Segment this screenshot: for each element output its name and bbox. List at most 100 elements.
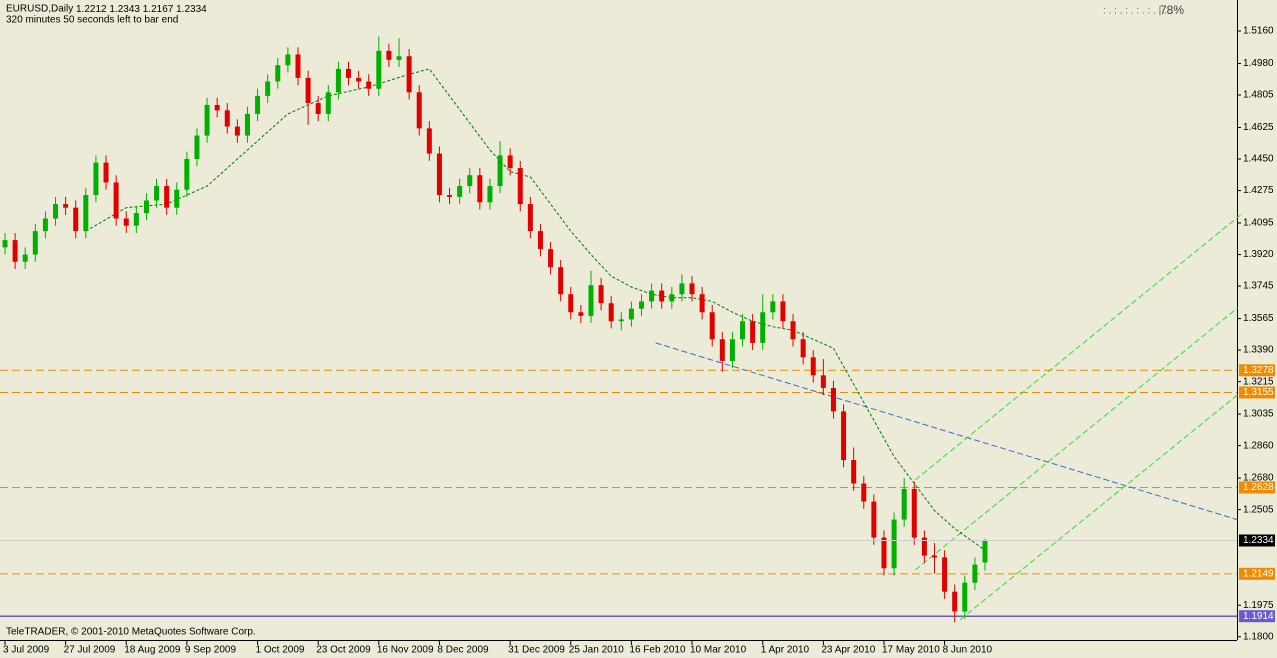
x-tick-label: 16 Nov 2009 bbox=[377, 645, 434, 656]
trendline bbox=[914, 214, 1241, 481]
level-tag bbox=[1239, 481, 1275, 494]
candle-body bbox=[830, 387, 836, 412]
candle-body bbox=[719, 339, 725, 361]
level-tag bbox=[1239, 364, 1275, 377]
candle-body bbox=[901, 488, 907, 520]
x-tick-label: 9 Sep 2009 bbox=[185, 645, 237, 656]
candle-body bbox=[194, 135, 200, 160]
strength: 78% bbox=[1160, 3, 1184, 17]
x-tick-label: 1 Oct 2009 bbox=[256, 645, 305, 656]
candle-body bbox=[689, 283, 695, 295]
x-tick-label: 16 Feb 2010 bbox=[629, 645, 686, 656]
candle-body bbox=[315, 103, 321, 114]
y-tick-label: 1.4980 bbox=[1243, 58, 1274, 69]
candle-body bbox=[174, 189, 180, 208]
candle-body bbox=[93, 162, 99, 196]
x-tick-label: 31 Dec 2009 bbox=[508, 645, 565, 656]
trendline bbox=[655, 342, 1238, 521]
candle-body bbox=[2, 240, 8, 248]
candle-body bbox=[335, 68, 341, 93]
candle-body bbox=[113, 182, 119, 219]
y-tick-label: 1.4095 bbox=[1243, 218, 1274, 229]
candle-body bbox=[558, 267, 564, 295]
candle-body bbox=[972, 564, 978, 583]
candle-body bbox=[123, 218, 129, 226]
candle-body bbox=[265, 81, 271, 96]
y-tick-label: 1.4450 bbox=[1243, 154, 1274, 165]
candle-body bbox=[800, 339, 806, 358]
x-tick-label: 8 Jun 2010 bbox=[943, 645, 993, 656]
candle-body bbox=[851, 460, 857, 484]
y-tick-label: 1.3390 bbox=[1243, 345, 1274, 356]
candle-body bbox=[709, 312, 715, 340]
candle-body bbox=[214, 104, 220, 111]
candle-body bbox=[255, 95, 261, 114]
candle-body bbox=[73, 207, 79, 232]
candle-body bbox=[83, 195, 89, 232]
ohlc-values: 1.2212 1.2343 1.2167 1.2334 bbox=[76, 4, 207, 15]
y-tick-label: 1.3745 bbox=[1243, 281, 1274, 292]
level-label: 1.1914 bbox=[1243, 611, 1274, 622]
x-tick-label: 1 Apr 2010 bbox=[761, 645, 810, 656]
candle-body bbox=[517, 168, 523, 205]
candle-body bbox=[760, 312, 766, 343]
ohlc-value: 1.2334 bbox=[176, 4, 207, 15]
candle-body bbox=[911, 488, 917, 538]
candle-body bbox=[346, 68, 352, 78]
x-tick-label: 3 Jul 2009 bbox=[3, 645, 50, 656]
candle-body bbox=[447, 195, 453, 197]
candle-body bbox=[578, 312, 584, 316]
y-tick-label: 1.5160 bbox=[1243, 26, 1274, 37]
candle-body bbox=[22, 254, 28, 262]
candle-body bbox=[497, 155, 503, 187]
candle-body bbox=[275, 65, 281, 82]
x-tick-label: 27 Jul 2009 bbox=[64, 645, 116, 656]
y-tick-label: 1.2505 bbox=[1243, 504, 1274, 515]
candle-body bbox=[103, 162, 109, 183]
candle-body bbox=[457, 186, 463, 197]
candle-body bbox=[32, 231, 38, 255]
candle-body bbox=[952, 591, 958, 612]
y-tick-label: 1.3215 bbox=[1243, 376, 1274, 387]
candle-body bbox=[376, 50, 382, 89]
ohlc-value: 1.2343 bbox=[109, 4, 140, 15]
candle-body bbox=[861, 483, 867, 502]
price-tag bbox=[1239, 534, 1275, 547]
candle-body bbox=[12, 240, 18, 262]
candle-body bbox=[295, 54, 301, 78]
candle-body bbox=[154, 186, 160, 201]
candle-body bbox=[770, 301, 776, 313]
candle-body bbox=[871, 501, 877, 538]
candle-body bbox=[608, 303, 614, 322]
candle-body bbox=[53, 204, 59, 219]
level-label: 1.2149 bbox=[1243, 568, 1274, 579]
candle-body bbox=[659, 290, 665, 302]
candle-body bbox=[881, 537, 887, 569]
trendline bbox=[914, 307, 1238, 571]
candle-body bbox=[356, 77, 362, 82]
candle-body bbox=[305, 77, 311, 104]
candle-body bbox=[790, 321, 796, 340]
y-tick-label: 1.1800 bbox=[1243, 631, 1274, 642]
candle-body bbox=[931, 555, 937, 558]
candle-body bbox=[63, 204, 69, 208]
symbol: EURUSD,Daily bbox=[6, 4, 73, 15]
candle-body bbox=[416, 92, 422, 129]
candle-body bbox=[204, 104, 210, 136]
candle-body bbox=[618, 319, 624, 322]
price-label: 1.2334 bbox=[1243, 535, 1274, 546]
candle-body bbox=[628, 308, 634, 320]
candle-body bbox=[42, 218, 48, 232]
candle-body bbox=[396, 56, 402, 60]
candle-body bbox=[679, 283, 685, 295]
y-tick-label: 1.4625 bbox=[1243, 122, 1274, 133]
x-tick-label: 25 Jan 2010 bbox=[569, 645, 624, 656]
y-tick-label: 1.3565 bbox=[1243, 313, 1274, 324]
candle-body bbox=[638, 301, 644, 309]
candle-body bbox=[810, 357, 816, 376]
candle-body bbox=[649, 290, 655, 302]
candle-body bbox=[820, 375, 826, 388]
